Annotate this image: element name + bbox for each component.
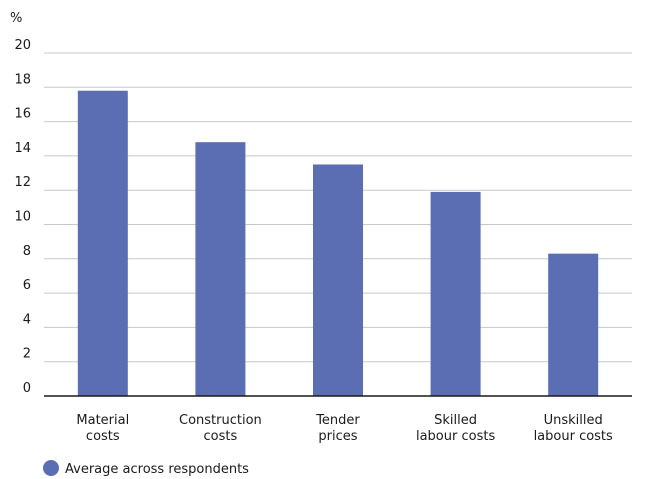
y-tick-label: 16 (14, 107, 31, 122)
x-category-label-line: labour costs (534, 429, 613, 444)
x-category-label: Unskilled labour costs (534, 413, 613, 444)
y-tick-label: 20 (14, 38, 31, 53)
legend-swatch-icon (43, 460, 59, 476)
x-category-label-line: prices (318, 429, 357, 444)
legend: Average across respondents (43, 460, 249, 477)
x-category-label: Construction costs (179, 413, 262, 444)
y-tick-label: 18 (14, 72, 31, 87)
x-category-label: Tender prices (315, 413, 360, 444)
y-tick-label: 8 (23, 244, 31, 259)
x-category-label-line: costs (86, 429, 120, 444)
legend-label: Average across respondents (65, 462, 249, 477)
x-category-label-line: labour costs (416, 429, 495, 444)
bar (195, 142, 246, 396)
x-category-label-line: Material (76, 413, 129, 428)
y-axis-ticks: 0 2 4 6 8 10 12 14 16 18 20 (14, 38, 31, 396)
x-category-label-line: costs (204, 429, 238, 444)
y-tick-label: 10 (14, 210, 31, 225)
bar (430, 191, 481, 396)
x-category-label: Material costs (76, 413, 129, 444)
x-category-label-line: Tender (315, 413, 360, 428)
bar (77, 90, 128, 396)
x-category-label-line: Skilled (434, 413, 477, 428)
y-tick-label: 12 (14, 175, 31, 190)
y-tick-label: 6 (23, 278, 31, 293)
x-category-label-line: Construction (179, 413, 262, 428)
y-tick-label: 14 (14, 141, 31, 156)
bars (77, 90, 599, 396)
y-tick-label: 0 (23, 381, 31, 396)
y-axis-unit-label: % (10, 11, 22, 26)
x-category-label-line: Unskilled (544, 413, 603, 428)
bar (313, 164, 363, 396)
y-tick-label: 4 (23, 312, 31, 327)
y-tick-label: 2 (23, 347, 31, 362)
x-category-label: Skilled labour costs (416, 413, 495, 444)
bar (548, 253, 599, 396)
